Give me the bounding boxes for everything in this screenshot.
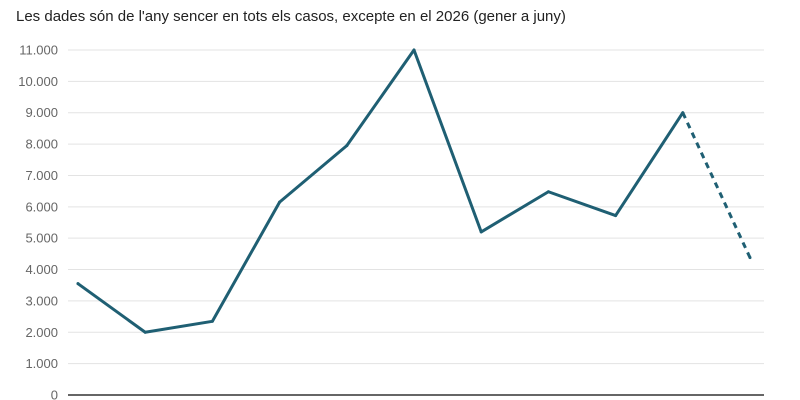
data-point — [681, 111, 685, 115]
y-tick-label: 8.000 — [25, 137, 58, 152]
chart-subtitle: Les dades són de l'any sencer en tots el… — [16, 8, 566, 25]
y-tick-label: 4.000 — [25, 262, 58, 277]
data-point — [412, 48, 416, 52]
data-point — [278, 200, 282, 204]
data-point — [143, 330, 147, 334]
y-tick-label: 6.000 — [25, 199, 58, 214]
series-line-partial-year — [681, 112, 752, 259]
series-line — [76, 48, 685, 334]
y-tick-label: 9.000 — [25, 105, 58, 120]
y-tick-label: 1.000 — [25, 356, 58, 371]
y-tick-label: 2.000 — [25, 325, 58, 340]
data-point — [210, 319, 214, 323]
data-point — [479, 230, 483, 234]
data-point — [546, 190, 550, 194]
y-tick-label: 10.000 — [18, 74, 58, 89]
y-tick-label: 11.000 — [19, 43, 58, 58]
data-point — [345, 144, 349, 148]
data-point — [614, 214, 618, 218]
data-point — [748, 256, 752, 260]
data-point — [76, 282, 80, 286]
y-tick-label: 0 — [51, 388, 58, 400]
y-tick-label: 3.000 — [25, 293, 58, 308]
y-tick-label: 7.000 — [25, 168, 58, 183]
y-tick-label: 5.000 — [25, 231, 58, 246]
